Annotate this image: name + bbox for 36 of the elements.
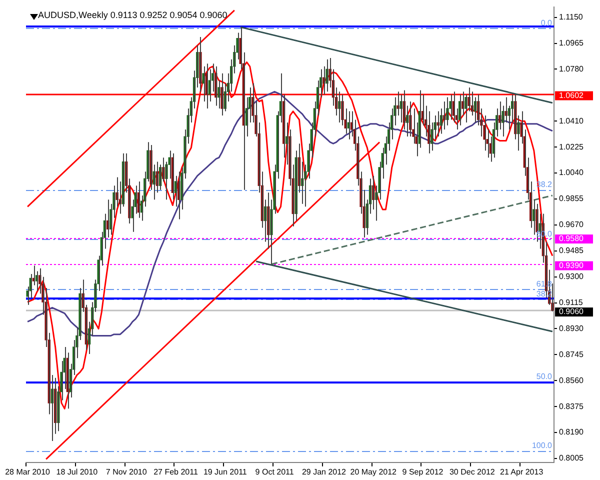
y-tick-label: 0.8560 bbox=[559, 376, 584, 385]
y-tick-label: 0.9485 bbox=[559, 246, 584, 256]
x-tick-label: 18 Jul 2010 bbox=[56, 467, 98, 476]
chart-title: AUDUSD,Weekly 0.9113 0.9252 0.9054 0.9060 bbox=[38, 10, 228, 20]
x-tick-label: 27 Feb 2011 bbox=[154, 467, 198, 476]
ref-line-label: 1.0602 bbox=[559, 90, 584, 100]
x-tick-label: 20 May 2012 bbox=[350, 467, 398, 476]
y-tick-label: 0.9115 bbox=[559, 298, 584, 307]
y-tick-label: 1.0225 bbox=[559, 142, 584, 152]
x-tick-label: 21 Apr 2013 bbox=[500, 467, 544, 476]
x-tick-label: 9 Sep 2012 bbox=[402, 467, 444, 476]
annotation: 0.0 bbox=[540, 18, 553, 28]
x-tick-label: 28 Mar 2010 bbox=[5, 467, 51, 476]
x-tick-label: 19 Jun 2011 bbox=[203, 467, 248, 476]
y-tick-label: 0.9670 bbox=[559, 220, 584, 230]
x-tick-label: 29 Jan 2012 bbox=[302, 467, 347, 476]
y-tick-label: 0.8745 bbox=[559, 350, 584, 359]
y-tick-label: 0.8190 bbox=[559, 428, 584, 437]
ref-line-label: 0.9060 bbox=[559, 307, 584, 316]
annotation: 100.0 bbox=[532, 440, 553, 450]
y-tick-label: 1.0410 bbox=[559, 116, 584, 126]
x-tick-label: 7 Nov 2010 bbox=[106, 467, 148, 476]
y-tick-label: 0.8005 bbox=[559, 454, 584, 463]
x-tick-label: 9 Oct 2011 bbox=[255, 467, 294, 476]
y-tick-label: 0.8375 bbox=[559, 402, 584, 411]
ref-line-label: 0.9580 bbox=[559, 234, 584, 244]
ref-line-label: 0.9390 bbox=[559, 260, 584, 270]
y-tick-label: 1.1150 bbox=[559, 12, 584, 22]
annotation: 50.0 bbox=[536, 372, 553, 382]
y-tick-label: 0.9855 bbox=[559, 194, 584, 204]
y-tick-label: 1.0965 bbox=[559, 38, 584, 48]
y-tick-label: 1.0780 bbox=[559, 64, 584, 74]
y-tick-label: 0.9300 bbox=[559, 272, 584, 282]
y-tick-label: 1.0040 bbox=[559, 168, 584, 178]
y-tick-label: 0.8930 bbox=[559, 324, 584, 333]
x-tick-label: 30 Dec 2012 bbox=[449, 467, 496, 476]
